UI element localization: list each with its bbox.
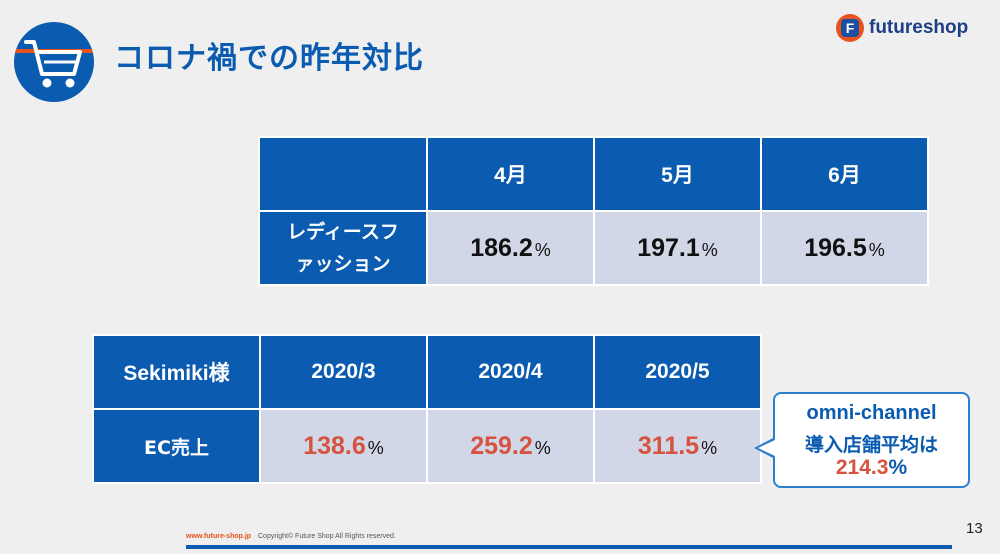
monthly-comparison-table: 4月 5月 6月 レディースファッション 186.2% 197.1% 196.5… [258,136,929,286]
table-header-cell [258,136,428,212]
value-number: 186.2 [470,233,533,262]
table-header-cell: 2020/4 [426,334,595,410]
callout-unit: % [888,456,908,479]
table-header-cell: 5月 [593,136,762,212]
value-unit: % [701,437,718,458]
value-number: 196.5 [804,233,867,262]
futureshop-logo: F futureshop [836,12,968,44]
page-number: 13 [966,520,983,537]
value-unit: % [367,437,384,458]
callout-number: 214.3 [835,456,889,479]
logo-mark-icon: F [836,14,864,42]
table-header-cell: 6月 [760,136,929,212]
ec-sales-table: Sekimiki様 2020/3 2020/4 2020/5 EC売上 138.… [92,334,762,484]
logo-letter: F [841,19,859,37]
footer-copyright: Copyright© Future Shop All Rights reserv… [258,533,396,540]
callout-pointer-fill [758,440,775,456]
value-unit: % [868,239,885,260]
shopping-cart-icon [14,22,94,102]
table-row: レディースファッション 186.2% 197.1% 196.5% [258,210,929,286]
value-number: 197.1 [637,233,700,262]
row-label-cell: EC売上 [92,408,261,484]
value-cell: 196.5% [760,210,929,286]
value-number: 259.2 [470,431,533,460]
table-header-row: 4月 5月 6月 [258,136,929,212]
value-cell: 138.6% [259,408,428,484]
value-cell: 311.5% [593,408,762,484]
omni-channel-callout: omni-channel 導入店舗平均は 214.3% [773,392,970,488]
row-label-cell: レディースファッション [258,210,428,286]
table-header-cell: 4月 [426,136,595,212]
value-unit: % [534,239,551,260]
value-unit: % [534,437,551,458]
row-label: レディースファッション [287,221,399,275]
value-cell: 259.2% [426,408,595,484]
footer-url: www.future-shop.jp [186,533,252,540]
value-number: 311.5 [637,431,700,460]
table-header-cell: 2020/3 [259,334,428,410]
logo-text: futureshop [869,17,969,38]
table-header-cell: Sekimiki様 [92,334,261,410]
callout-line-1: omni-channel [806,402,937,424]
value-number: 138.6 [303,431,366,460]
callout-value: 214.3% [775,456,968,480]
table-header-row: Sekimiki様 2020/3 2020/4 2020/5 [92,334,762,410]
callout-line-2: 導入店舗平均は [804,434,938,456]
value-unit: % [701,239,718,260]
page-title: コロナ禍での昨年対比 [114,41,424,76]
value-cell: 197.1% [593,210,762,286]
footer-bar [186,545,952,549]
table-header-cell: 2020/5 [593,334,762,410]
value-cell: 186.2% [426,210,595,286]
table-row: EC売上 138.6% 259.2% 311.5% [92,408,762,484]
